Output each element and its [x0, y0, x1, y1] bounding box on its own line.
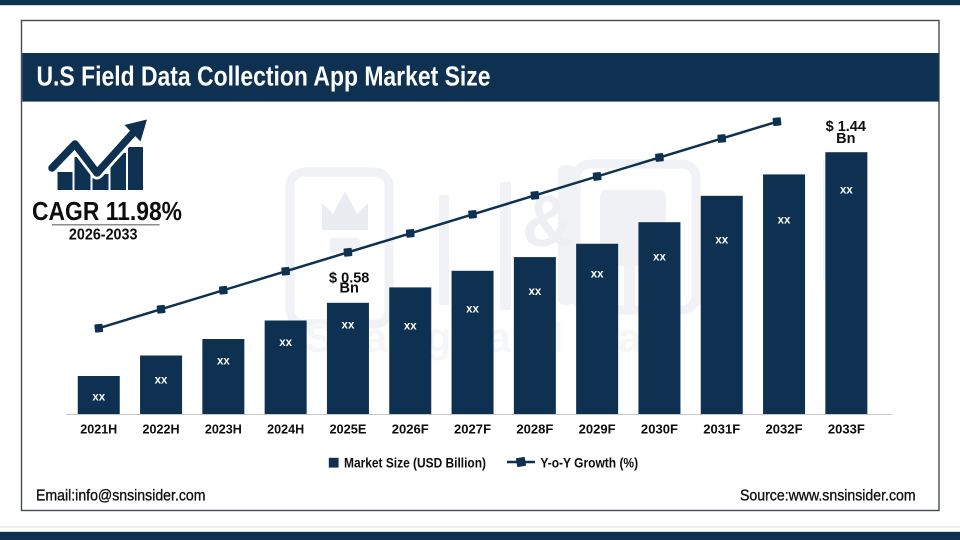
svg-text:xx: xx — [279, 337, 292, 349]
svg-text:2021H: 2021H — [80, 421, 117, 436]
svg-text:$ 1.44: $ 1.44 — [826, 119, 866, 135]
svg-text:&: & — [522, 182, 574, 262]
svg-text:Bn: Bn — [340, 281, 359, 297]
svg-text:Market Size (USD Billion): Market Size (USD Billion) — [344, 456, 486, 471]
svg-text:2033F: 2033F — [828, 421, 865, 436]
svg-text:2032F: 2032F — [766, 421, 803, 436]
svg-text:2027F: 2027F — [454, 421, 491, 436]
svg-text:xx: xx — [217, 356, 230, 368]
svg-text:Source:www.snsinsider.com: Source:www.snsinsider.com — [740, 487, 916, 504]
svg-text:xx: xx — [591, 269, 604, 281]
svg-text:2031F: 2031F — [703, 421, 740, 436]
svg-text:2028F: 2028F — [516, 421, 553, 436]
svg-text:2026-2033: 2026-2033 — [69, 227, 138, 244]
svg-text:xx: xx — [404, 321, 417, 333]
svg-text:CAGR 11.98%: CAGR 11.98% — [32, 196, 182, 226]
svg-text:xx: xx — [528, 286, 541, 298]
svg-text:2024H: 2024H — [267, 421, 304, 436]
svg-text:$ 0.58: $ 0.58 — [329, 270, 369, 286]
svg-text:xx: xx — [840, 185, 853, 197]
svg-text:xx: xx — [715, 235, 728, 247]
svg-text:xx: xx — [342, 320, 355, 332]
svg-text:xx: xx — [155, 375, 168, 387]
svg-text:Email:info@snsinsider.com: Email:info@snsinsider.com — [36, 487, 206, 504]
svg-text:2023H: 2023H — [205, 421, 242, 436]
svg-text:xx: xx — [466, 304, 479, 316]
svg-text:Y-o-Y Growth (%): Y-o-Y Growth (%) — [540, 456, 638, 471]
svg-text:xx: xx — [778, 215, 791, 227]
svg-text:U.S Field Data Collection App: U.S Field Data Collection App Market Siz… — [37, 61, 491, 92]
svg-text:2030F: 2030F — [641, 421, 678, 436]
svg-text:2022H: 2022H — [143, 421, 180, 436]
svg-text:Bn: Bn — [836, 131, 855, 147]
svg-text:xx: xx — [92, 392, 105, 404]
svg-text:2025E: 2025E — [329, 421, 366, 436]
svg-text:2029F: 2029F — [579, 421, 616, 436]
svg-text:2026F: 2026F — [392, 421, 429, 436]
svg-text:xx: xx — [653, 252, 666, 264]
